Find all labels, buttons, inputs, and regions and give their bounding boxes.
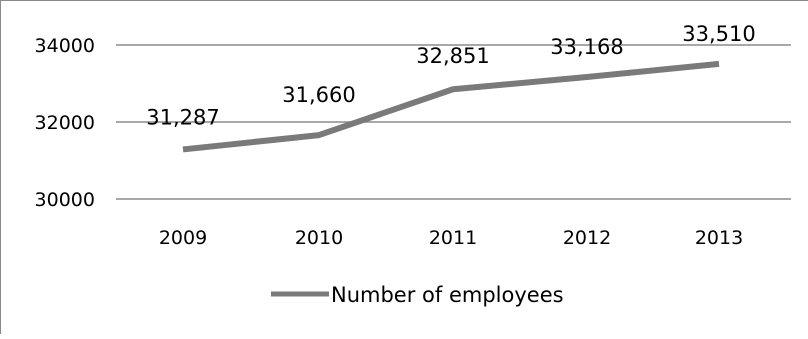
- x-axis-ticks: 2009 2010 2011 2012 2013: [159, 227, 743, 249]
- y-tick-label: 34000: [35, 35, 95, 57]
- series-line-number-of-employees: [182, 60, 720, 153]
- x-tick-label: 2013: [695, 227, 743, 249]
- x-tick-label: 2009: [159, 227, 207, 249]
- data-label: 32,851: [416, 44, 489, 68]
- series-layer: [182, 60, 720, 153]
- x-tick-label: 2011: [429, 227, 477, 249]
- data-label: 31,660: [282, 83, 355, 107]
- legend-label-number-of-employees: Number of employees: [331, 283, 564, 307]
- y-axis-ticks: 30000 32000 34000: [35, 35, 95, 211]
- data-labels: 31,287 31,660 32,851 33,168 33,510: [146, 22, 755, 130]
- y-tick-label: 30000: [35, 189, 95, 211]
- data-label: 31,287: [146, 105, 219, 129]
- data-label: 33,168: [550, 35, 623, 59]
- y-tick-label: 32000: [35, 112, 95, 134]
- x-tick-label: 2012: [563, 227, 611, 249]
- x-tick-label: 2010: [295, 227, 343, 249]
- legend: Number of employees: [271, 283, 564, 307]
- data-label: 33,510: [682, 22, 755, 46]
- gridlines: [116, 44, 791, 200]
